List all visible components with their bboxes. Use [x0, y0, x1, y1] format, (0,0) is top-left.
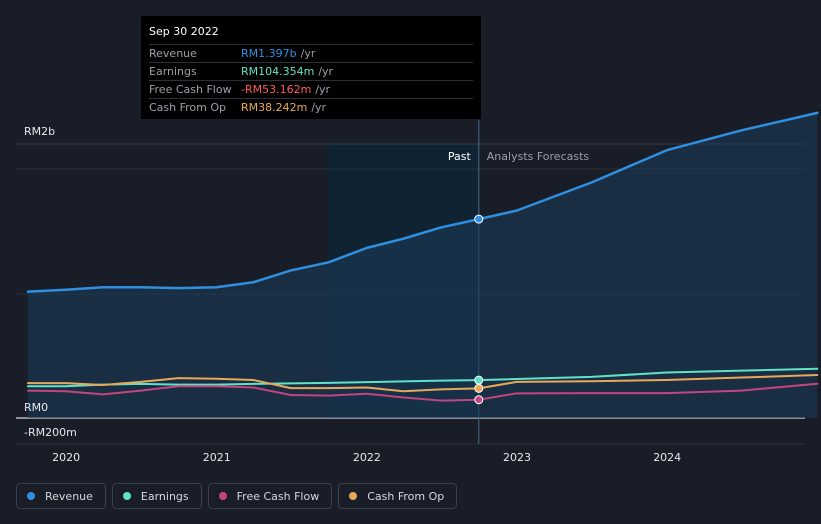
tooltip-value: -RM53.162m — [241, 83, 312, 96]
tooltip-row-revenue: Revenue RM1.397b /yr — [149, 44, 473, 62]
series-line-earnings — [26, 367, 819, 388]
tooltip-row-cash-from-op: Cash From Op RM38.242m /yr — [149, 98, 473, 116]
tooltip-unit: /yr — [300, 47, 316, 60]
legend-dot-icon — [218, 492, 227, 500]
legend: Revenue Earnings Free Cash Flow Cash Fro… — [16, 483, 458, 509]
x-tick-label: 2021 — [203, 451, 231, 464]
legend-dot-icon — [27, 492, 35, 500]
legend-label: Cash From Op — [367, 489, 445, 503]
tooltip-value: RM1.397b — [241, 47, 297, 60]
legend-dot-icon — [122, 492, 131, 500]
marker-earnings — [474, 375, 484, 385]
forecast-label: Analysts Forecasts — [487, 150, 590, 163]
marker-cash-from-op — [474, 383, 484, 393]
revenue-area — [27, 112, 818, 418]
series-line-revenue — [26, 111, 819, 293]
legend-dot-icon — [349, 492, 358, 500]
marker-revenue — [474, 214, 484, 224]
series-line-cash-from-op — [26, 374, 819, 393]
legend-label: Earnings — [140, 489, 189, 503]
y-tick-label: RM0 — [24, 401, 48, 414]
series-markers — [474, 214, 484, 405]
x-tick-label: 2024 — [653, 451, 681, 464]
legend-item-revenue[interactable]: Revenue — [16, 483, 106, 509]
axis-labels: RM2b RM0 -RM200m 2020 2021 2022 2023 2024 Past An… — [24, 125, 681, 464]
y-tick-label: RM2b — [24, 125, 55, 138]
tooltip-date: Sep 30 2022 — [149, 25, 219, 38]
tooltip-label: Cash From Op — [149, 101, 227, 114]
x-tick-label: 2023 — [503, 451, 531, 464]
tooltip-row-earnings: Earnings RM104.354m /yr — [149, 62, 473, 80]
revenue-area-fill — [27, 112, 818, 418]
x-tick-label: 2022 — [353, 451, 381, 464]
tooltip-label: Free Cash Flow — [149, 83, 232, 96]
tooltip-row-free-cash-flow: Free Cash Flow -RM53.162m /yr — [149, 80, 473, 98]
past-label: Past — [448, 150, 472, 163]
tooltip-label: Earnings — [149, 65, 197, 78]
y-tick-label: -RM200m — [24, 426, 77, 439]
series-line-free-cash-flow — [26, 382, 819, 402]
legend-item-free-cash-flow[interactable]: Free Cash Flow — [207, 483, 333, 509]
tooltip-unit: /yr — [315, 83, 331, 96]
marker-free-cash-flow — [474, 395, 484, 405]
legend-label: Free Cash Flow — [236, 489, 320, 503]
x-tick-label: 2020 — [52, 451, 80, 464]
tooltip: Sep 30 2022 Revenue RM1.397b /yr Earning… — [141, 16, 481, 119]
tooltip-value: RM104.354m — [241, 65, 315, 78]
legend-item-cash-from-op[interactable]: Cash From Op — [338, 483, 458, 509]
tooltip-label: Revenue — [149, 47, 197, 60]
tooltip-value: RM38.242m — [241, 101, 308, 114]
tooltip-unit: /yr — [311, 101, 327, 114]
legend-item-earnings[interactable]: Earnings — [111, 483, 202, 509]
series-lines — [26, 111, 819, 402]
tooltip-unit: /yr — [318, 65, 334, 78]
legend-label: Revenue — [45, 489, 93, 503]
